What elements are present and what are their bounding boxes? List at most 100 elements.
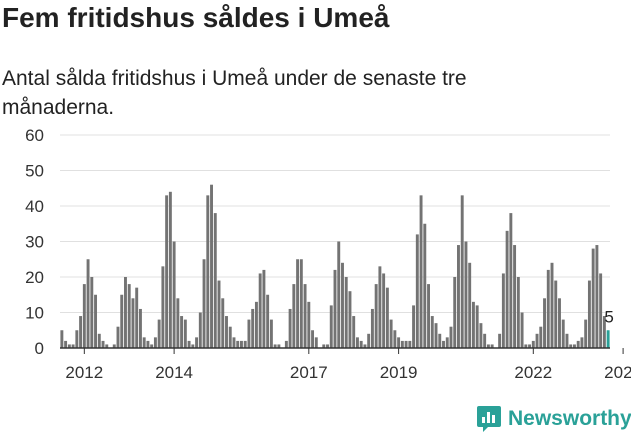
bar (90, 277, 94, 348)
bar (157, 319, 161, 348)
bar (240, 340, 243, 348)
bar (206, 195, 210, 348)
y-tick-label: 0 (35, 339, 44, 358)
bar (453, 277, 457, 348)
bar (400, 340, 404, 348)
bar (348, 291, 352, 348)
bar (146, 340, 150, 348)
bar (363, 344, 367, 348)
bar (187, 340, 191, 348)
bar (367, 333, 371, 348)
bar (404, 340, 408, 348)
bar (415, 234, 419, 348)
bar (479, 323, 483, 348)
bar (528, 344, 532, 348)
bar (195, 337, 199, 348)
bar (389, 319, 393, 348)
bar (599, 273, 603, 348)
bar (587, 280, 591, 348)
y-tick-label: 60 (25, 126, 44, 145)
bar (266, 294, 270, 348)
bar (602, 316, 606, 348)
bar (565, 333, 569, 348)
bar (120, 294, 124, 348)
bar (445, 337, 449, 348)
brand-name: Newsworthy (508, 407, 631, 430)
bar (258, 273, 262, 348)
bar (580, 337, 584, 348)
bar (457, 245, 460, 348)
bar (486, 344, 490, 348)
bar (524, 344, 528, 348)
bar (82, 284, 86, 348)
bar (236, 340, 240, 348)
bar (75, 330, 79, 348)
y-tick-label: 50 (25, 162, 44, 181)
bar (150, 344, 154, 348)
bar (430, 316, 434, 348)
bar (427, 284, 430, 348)
bar (247, 319, 251, 348)
bar (393, 330, 397, 348)
x-tick-label: 2014 (155, 363, 193, 382)
bar (262, 269, 266, 348)
bar (550, 262, 554, 348)
bar (232, 337, 236, 348)
bar (516, 277, 520, 348)
bar (520, 312, 524, 348)
x-tick-label: 2017 (290, 363, 328, 382)
bar (326, 344, 329, 348)
bar (168, 191, 172, 348)
newsworthy-chart-icon (477, 406, 501, 432)
bar (352, 316, 356, 348)
bar (412, 305, 416, 348)
x-tick-label: 2012 (65, 363, 103, 382)
bar (254, 301, 258, 348)
bar (490, 344, 494, 348)
bar (355, 337, 359, 348)
bar (86, 259, 90, 348)
bar (442, 340, 445, 348)
bar (509, 213, 513, 348)
bar (378, 266, 382, 348)
bar (217, 280, 221, 348)
bar (460, 195, 464, 348)
bar (202, 259, 206, 348)
bar (554, 280, 558, 348)
x-tick-label: 2019 (380, 363, 418, 382)
bar (124, 277, 127, 348)
bar (71, 344, 75, 348)
bar (292, 284, 296, 348)
x-axis-tick-labels: 2012 2014 2017 2019 2022 2024 (65, 348, 631, 382)
bar (344, 277, 348, 348)
bar (370, 308, 374, 348)
bar (277, 344, 281, 348)
bar (419, 195, 423, 348)
bar (243, 340, 247, 348)
bar (468, 262, 472, 348)
bar (513, 245, 517, 348)
bar (385, 287, 389, 348)
bar (135, 287, 139, 348)
x-tick-label: 2022 (514, 363, 552, 382)
latest-value-label: 5 (604, 307, 613, 326)
bar (225, 316, 228, 348)
bar (116, 326, 120, 348)
bar (569, 344, 573, 348)
bar (397, 337, 401, 348)
newsworthy-logo: Newsworthy (476, 405, 631, 433)
bar (296, 259, 300, 348)
bar (213, 213, 217, 348)
bar (138, 308, 142, 348)
bar (183, 319, 187, 348)
bar (374, 284, 378, 348)
bar (269, 319, 273, 348)
bar (153, 337, 157, 348)
bar (105, 344, 109, 348)
bar (210, 184, 213, 348)
bar (438, 333, 442, 348)
bar (97, 333, 101, 348)
bar (67, 344, 71, 348)
bar (311, 330, 315, 348)
bar (228, 326, 232, 348)
